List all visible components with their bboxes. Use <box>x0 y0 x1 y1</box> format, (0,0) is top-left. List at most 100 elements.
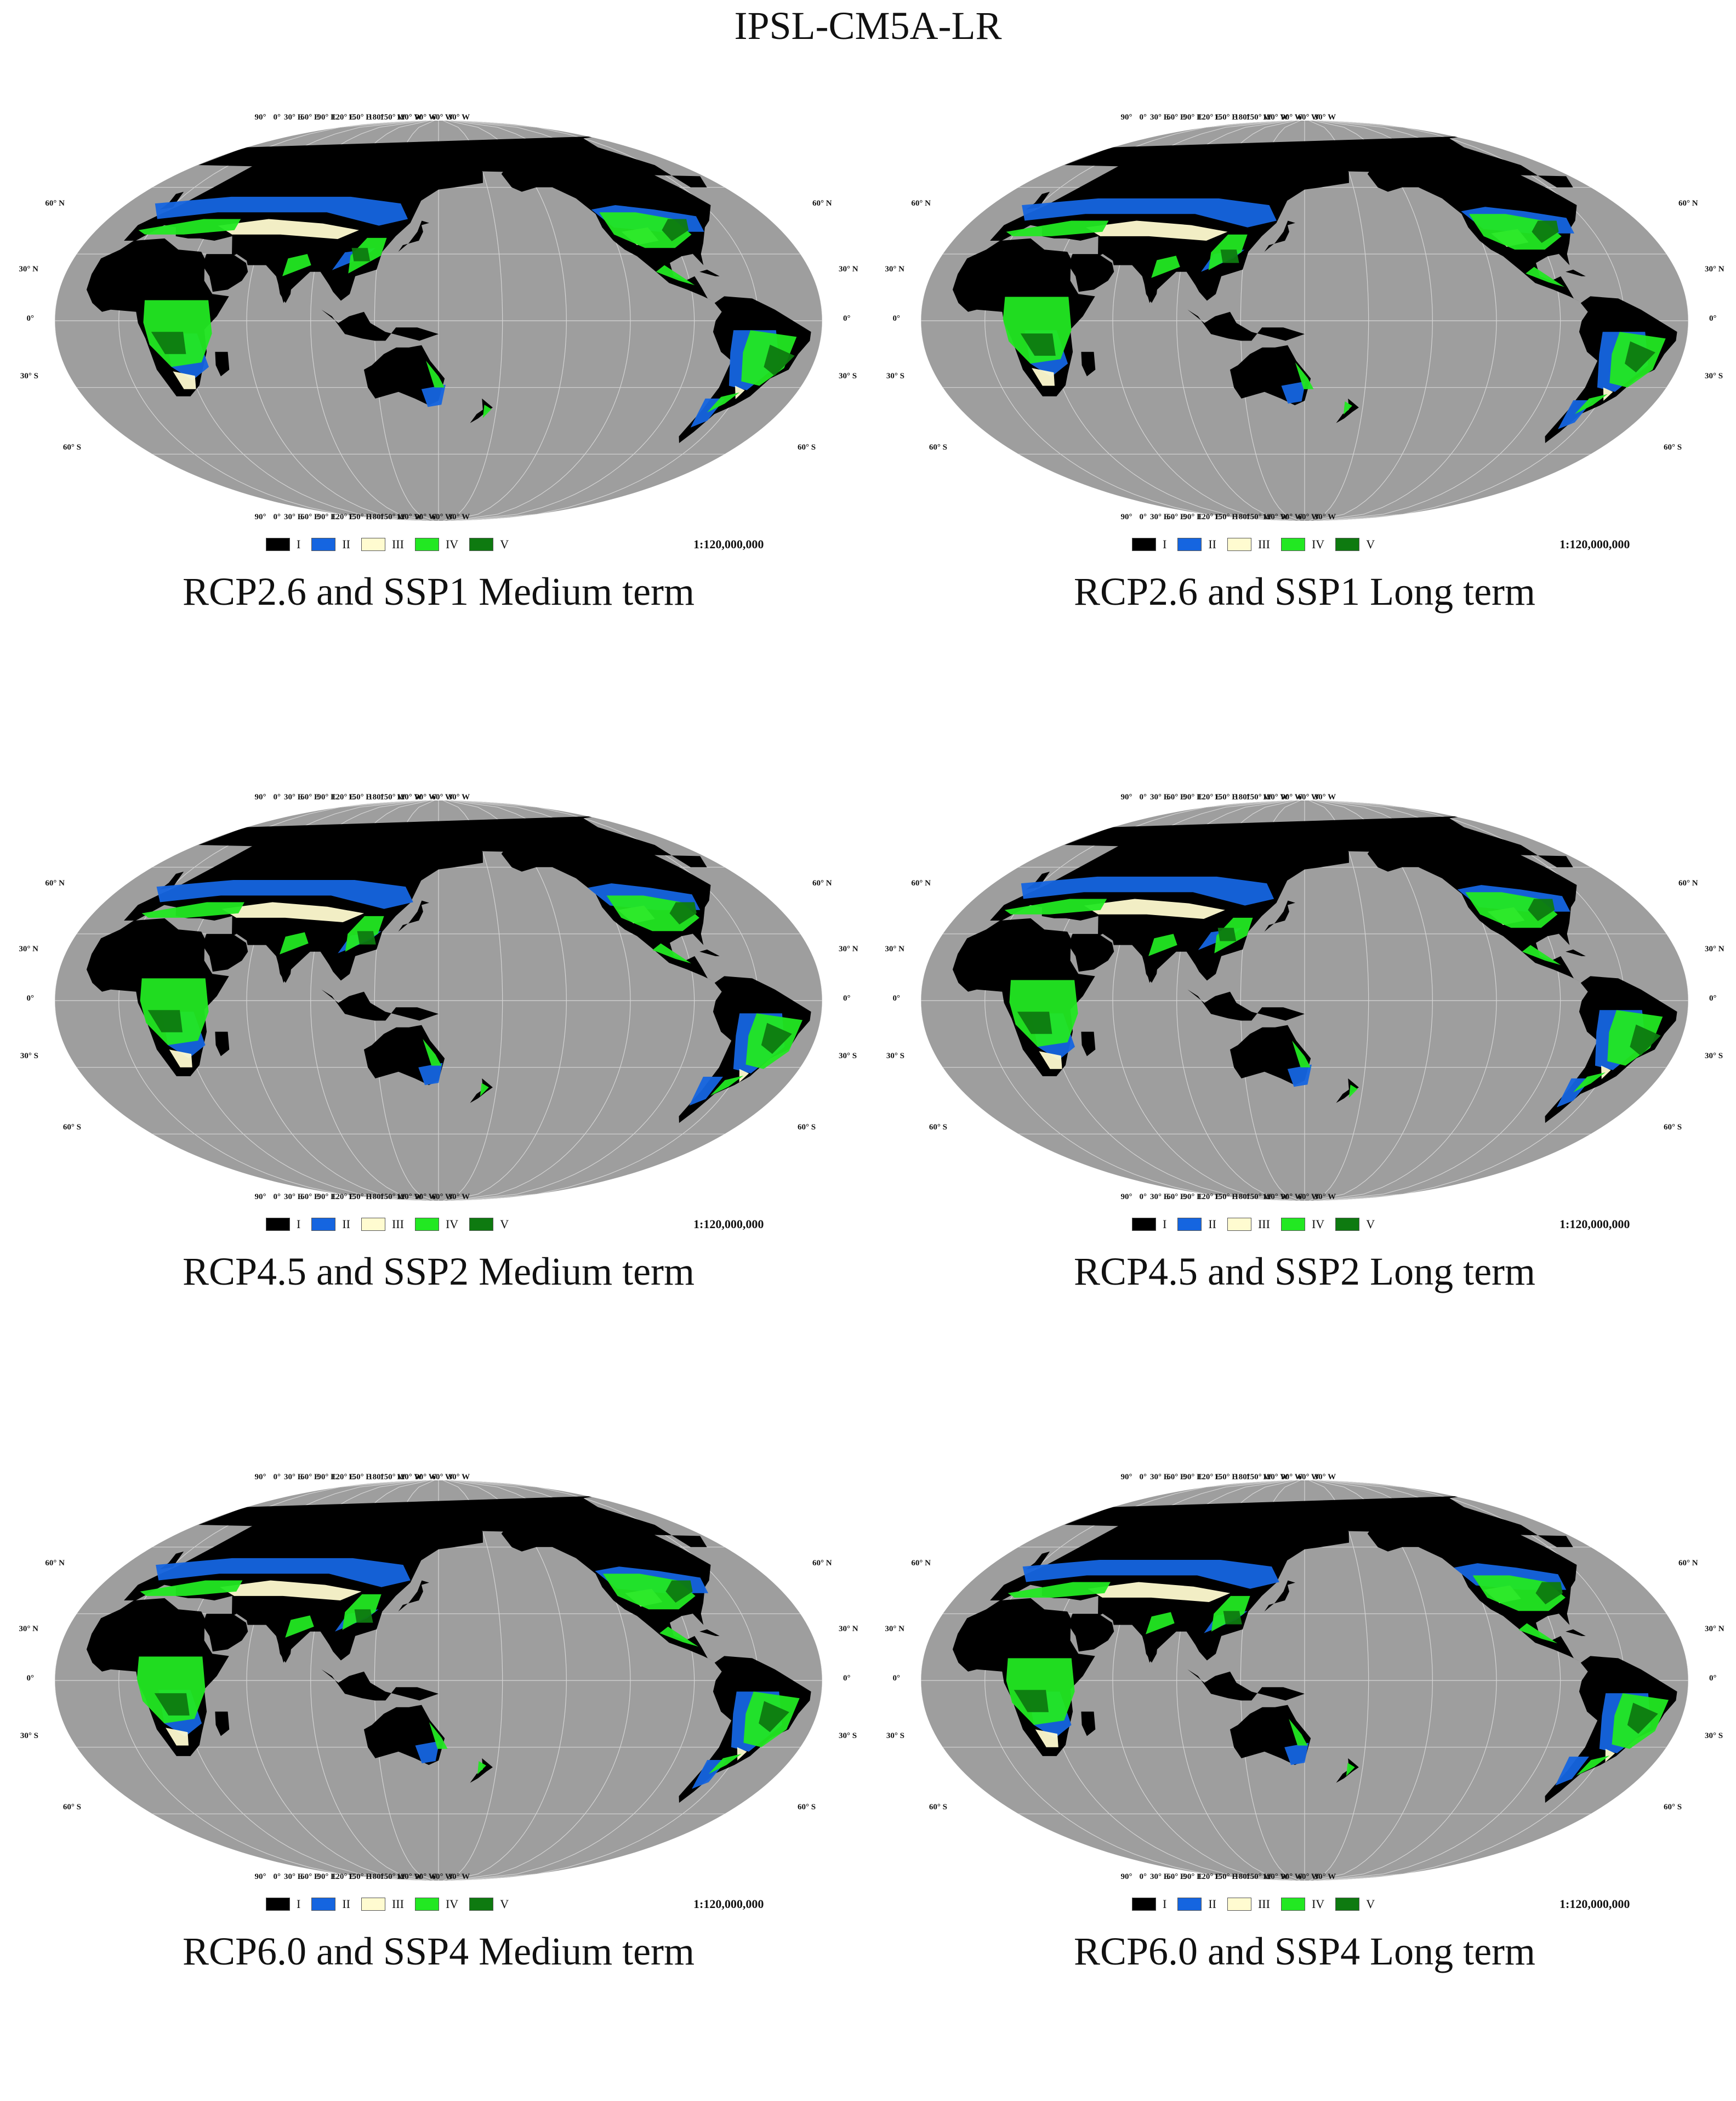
legend: I II III IV V <box>266 1216 520 1233</box>
legend-swatch <box>1177 538 1202 551</box>
longitude-label: 30° W <box>448 1473 470 1481</box>
map-panel-6: 90° 0° 30° E 60° E 90° E 120° E 150° E 180° 150°… <box>883 1431 1727 1979</box>
land-indonesia <box>321 1669 439 1701</box>
class-IV-area <box>1346 1763 1355 1776</box>
legend-label: V <box>1366 537 1375 551</box>
class-III-area <box>1084 899 1225 919</box>
longitude-label: 120° E <box>1198 513 1221 521</box>
longitude-label: 180° <box>1234 1473 1250 1481</box>
legend-swatch <box>469 1218 494 1231</box>
latitude-label: 30° N <box>839 1625 858 1633</box>
latitude-label: 30° N <box>19 945 38 953</box>
latitude-label: 0° <box>1709 314 1717 323</box>
land-indonesia <box>321 309 439 341</box>
latitude-label: 30° N <box>1705 265 1724 274</box>
longitude-label: 30° E <box>1150 113 1169 122</box>
class-V-area <box>764 344 795 376</box>
longitude-label: 60° W <box>431 113 453 122</box>
legend-label: II <box>342 537 350 551</box>
land-nz <box>470 1758 493 1783</box>
latitude-labels-right: 60° N 30° N 0° 30° S 60° S <box>1664 879 1724 1132</box>
longitude-label: 30° E <box>284 513 303 521</box>
longitude-label: 120° W <box>396 513 422 521</box>
legend-item: I <box>1132 537 1166 552</box>
land-greenland <box>1065 816 1573 867</box>
legend-item: III <box>361 1217 404 1231</box>
longitude-label: 60° E <box>1166 793 1186 802</box>
longitude-label: 150° W <box>380 113 406 122</box>
longitude-label: 60° W <box>1297 1193 1319 1201</box>
longitude-label: 60° W <box>431 1872 453 1881</box>
longitude-label: 0° <box>273 513 281 521</box>
legend-label: V <box>500 1897 509 1911</box>
latitude-label: 30° S <box>886 1052 904 1060</box>
class-IV-area <box>1006 220 1109 236</box>
legend-label: I <box>297 537 301 551</box>
class-IV-area <box>1295 362 1314 389</box>
class-IV-area <box>280 932 309 955</box>
class-IV-area <box>477 1761 486 1775</box>
class-IV-area <box>140 1580 243 1596</box>
class-V-area <box>665 1580 693 1603</box>
legend-label: III <box>391 1217 404 1231</box>
class-V-area <box>1220 249 1239 263</box>
legend-swatch <box>1132 1898 1156 1911</box>
land-greenland <box>1065 136 1573 188</box>
figure-title: IPSL-CM5A-LR <box>734 4 1002 48</box>
legend-label: I <box>1163 537 1167 551</box>
latitude-label: 30° N <box>19 265 38 274</box>
class-IV-area <box>1344 401 1352 415</box>
class-IV-area <box>659 1626 698 1647</box>
longitude-label: 90° <box>255 513 266 521</box>
longitude-label: 90° W <box>1281 113 1302 122</box>
longitude-label: 30° W <box>1314 113 1336 122</box>
latitude-label: 30° S <box>839 1052 857 1060</box>
latitude-labels-right: 60° N 30° N 0° 30° S 60° S <box>798 879 858 1132</box>
legend-swatch <box>1335 538 1360 551</box>
longitude-label: 60° E <box>1166 1473 1186 1481</box>
latitude-labels-right: 60° N 30° N 0° 30° S 60° S <box>1664 199 1724 452</box>
legend-label: III <box>391 537 404 551</box>
land-areas <box>86 816 811 1123</box>
meridian-line <box>118 1480 417 1881</box>
latitude-label: 30° S <box>20 1731 38 1740</box>
map-panel-2: 90° 0° 30° E 60° E 90° E 120° E 150° E 180° 150°… <box>883 71 1727 620</box>
legend-swatch <box>469 538 494 551</box>
latitude-label: 0° <box>893 314 901 323</box>
scale-label: 1:120,000,000 <box>1559 537 1630 551</box>
legend-swatch <box>1280 538 1305 551</box>
legend-label: III <box>391 1897 404 1911</box>
legend-swatch <box>361 1898 385 1911</box>
class-III-area <box>1032 368 1055 386</box>
longitude-label: 30° E <box>1150 793 1169 802</box>
latitude-label: 30° N <box>885 1625 904 1633</box>
longitude-label: 60° E <box>1166 513 1186 521</box>
latitude-label: 0° <box>893 994 901 1003</box>
latitude-labels-left: 60° N 30° N 0° 30° S 60° S <box>885 1559 947 1812</box>
latitude-label: 30° N <box>885 265 904 274</box>
longitude-label: 60° W <box>1297 113 1319 122</box>
meridian-line <box>442 121 503 521</box>
legend-swatch <box>1335 1898 1360 1911</box>
legend-swatch <box>311 538 336 551</box>
land-greenland <box>1065 1496 1573 1547</box>
class-IV-area <box>482 405 492 418</box>
longitude-label: 150° W <box>380 1473 406 1481</box>
map-panel-4: 90° 0° 30° E 60° E 90° E 120° E 150° E 180° 150°… <box>883 751 1727 1299</box>
meridian-line <box>118 800 417 1201</box>
legend-swatch <box>414 538 439 551</box>
class-V-area <box>759 1701 789 1733</box>
longitude-label: 90° <box>1121 1193 1132 1201</box>
land-japan <box>398 220 429 252</box>
legend-item: IV <box>1280 1897 1324 1911</box>
legend-label: IV <box>445 537 459 551</box>
longitude-label: 0° <box>273 1193 281 1201</box>
land-arabia <box>1068 254 1114 292</box>
longitude-label: 90° E <box>317 1193 336 1201</box>
class-II-area <box>1022 198 1277 228</box>
longitude-label: 60° E <box>300 113 320 122</box>
class-IV-area <box>480 1083 489 1097</box>
